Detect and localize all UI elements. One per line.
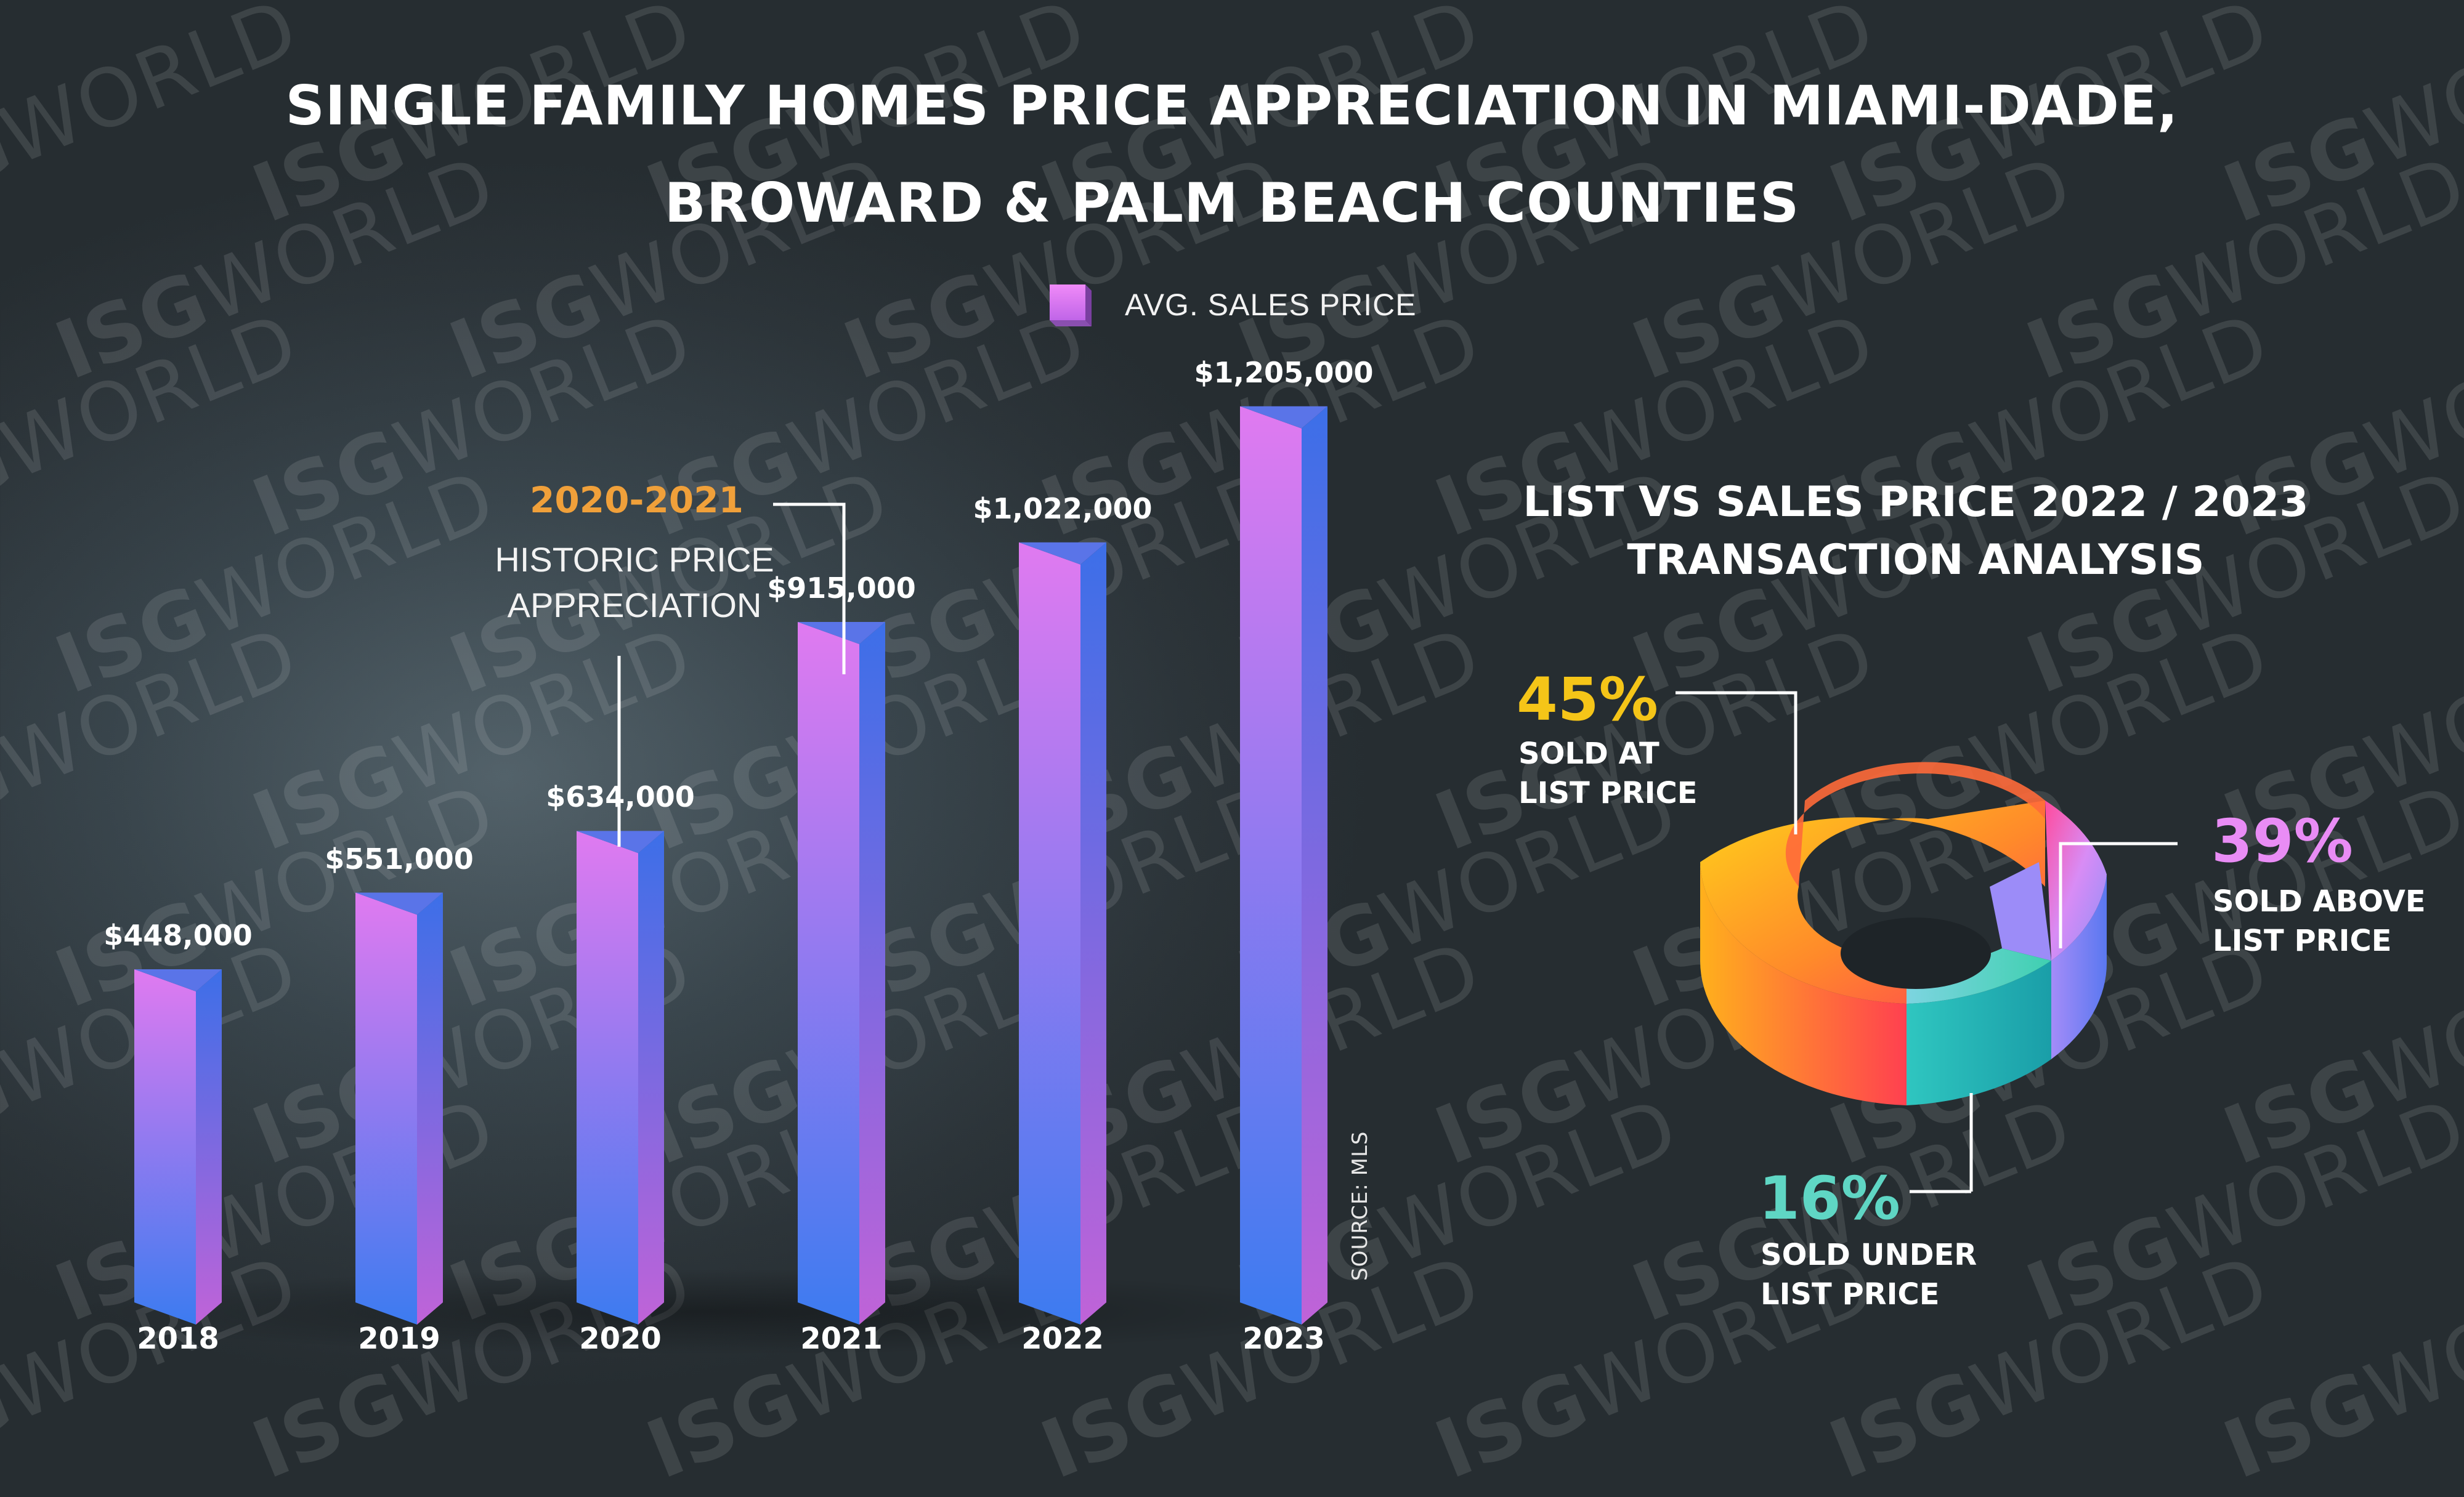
bar-2019: [355, 892, 443, 1325]
bar-value-label-2021: $915,000: [767, 571, 916, 605]
annotation-connector-2021: [773, 502, 846, 674]
bar-2018: [134, 969, 222, 1325]
bar-value-label-2022: $1,022,000: [973, 491, 1153, 525]
bar-2023: [1240, 406, 1327, 1325]
bar-2021: [798, 621, 885, 1325]
donut-slice-above-list-inner: [1990, 862, 2051, 961]
bar-top-2019: [355, 892, 443, 915]
bar-value-label-2023: $1,205,000: [1194, 355, 1374, 389]
label-at-list-line-1: SOLD AT: [1518, 736, 1660, 771]
bar-front-2022: [1019, 542, 1080, 1325]
annotation-line-1: HISTORIC PRICE: [495, 540, 774, 579]
x-tick-label-2018: 2018: [137, 1321, 219, 1356]
bar-value-label-2019: $551,000: [325, 842, 474, 876]
bar-chart: [62, 406, 1355, 1355]
bar-top-2021: [798, 621, 885, 644]
bar-2020: [577, 831, 664, 1325]
x-tick-label-2022: 2022: [1021, 1321, 1104, 1356]
bar-side-2023: [1302, 406, 1327, 1325]
bar-side-2019: [417, 892, 443, 1325]
x-tick-label-2021: 2021: [800, 1321, 883, 1356]
legend-swatch-icon: [1050, 284, 1092, 326]
bar-side-2021: [859, 621, 885, 1325]
donut-slice-under-list: [1907, 948, 2051, 1004]
pct-under-list: 16%: [1759, 1164, 1900, 1233]
bar-top-2023: [1240, 406, 1327, 429]
bar-top-2018: [134, 969, 222, 991]
pie-title-line-2: TRANSACTION ANALYSIS: [1627, 536, 2205, 584]
label-above-list-line-2: LIST PRICE: [2213, 924, 2392, 958]
chart-title-line-2: BROWARD & PALM BEACH COUNTIES: [664, 171, 1800, 235]
bar-side-2018: [196, 969, 222, 1325]
pct-above-list: 39%: [2211, 807, 2353, 876]
donut-slice-under-list-side: [1907, 961, 2051, 1105]
x-tick-label-2019: 2019: [358, 1321, 440, 1356]
annotation-highlight: 2020-2021: [530, 479, 744, 521]
label-above-list-line-1: SOLD ABOVE: [2213, 884, 2426, 919]
bar-side-2022: [1080, 542, 1106, 1325]
bar-front-2019: [355, 892, 417, 1325]
label-under-list-line-1: SOLD UNDER: [1761, 1238, 1977, 1272]
leader-at-list: [1676, 691, 1797, 834]
bar-front-2023: [1240, 406, 1302, 1325]
donut-hole: [1841, 918, 1991, 989]
legend-label: AVG. SALES PRICE: [1125, 288, 1417, 322]
annotation-line-2: APPRECIATION: [507, 586, 762, 624]
leader-above-list: [2059, 842, 2178, 948]
bar-value-label-2018: $448,000: [103, 918, 253, 952]
bar-front-2018: [134, 969, 196, 1325]
chart-title-line-1: SINGLE FAMILY HOMES PRICE APPRECIATION I…: [285, 74, 2179, 137]
bar-front-2020: [577, 831, 638, 1325]
bar-front-2021: [798, 621, 859, 1325]
pie-title-line-1: LIST VS SALES PRICE 2022 / 2023: [1523, 478, 2309, 527]
donut-chart: [1676, 691, 2178, 1105]
bar-top-2022: [1019, 542, 1106, 565]
infographic: ISGWORLD ISGWORLD ISGWORLD ISGWORLD ISGWORLD…: [0, 0, 2464, 1386]
label-at-list-line-2: LIST PRICE: [1518, 776, 1698, 810]
bar-2022: [1019, 542, 1106, 1325]
donut-slice-at-list-side: [1700, 862, 1907, 1105]
donut-slice-above-list-side: [2051, 874, 2107, 1059]
x-tick-label-2020: 2020: [579, 1321, 662, 1356]
label-under-list-line-2: LIST PRICE: [1761, 1277, 1940, 1312]
pct-at-list: 45%: [1517, 665, 1658, 734]
bar-side-2020: [638, 831, 664, 1325]
x-tick-label-2023: 2023: [1242, 1321, 1325, 1356]
annotation-connectors: [0, 0, 2464, 1386]
